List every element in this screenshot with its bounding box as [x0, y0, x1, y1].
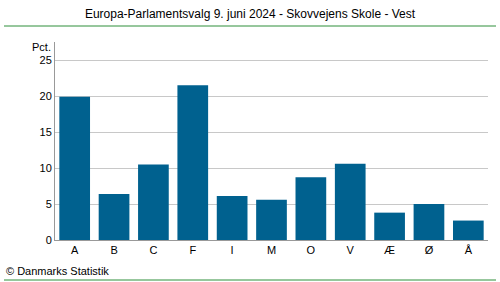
svg-text:A: A [71, 244, 79, 256]
svg-text:20: 20 [40, 90, 52, 102]
svg-text:O: O [307, 244, 316, 256]
svg-text:5: 5 [46, 198, 52, 210]
svg-text:© Danmarks Statistik: © Danmarks Statistik [6, 265, 109, 277]
svg-text:I: I [231, 244, 234, 256]
svg-text:10: 10 [40, 162, 52, 174]
svg-text:0: 0 [46, 234, 52, 246]
svg-text:F: F [189, 244, 196, 256]
svg-text:Pct.: Pct. [32, 41, 51, 53]
svg-text:V: V [347, 244, 355, 256]
svg-text:B: B [110, 244, 117, 256]
svg-text:25: 25 [40, 54, 52, 66]
svg-text:15: 15 [40, 126, 52, 138]
svg-text:Æ: Æ [384, 244, 395, 256]
svg-text:C: C [149, 244, 157, 256]
svg-text:Europa-Parlamentsvalg 9. juni: Europa-Parlamentsvalg 9. juni 2024 - Sko… [85, 7, 416, 21]
svg-text:Å: Å [465, 244, 473, 256]
svg-text:Ø: Ø [425, 244, 434, 256]
svg-text:M: M [267, 244, 276, 256]
